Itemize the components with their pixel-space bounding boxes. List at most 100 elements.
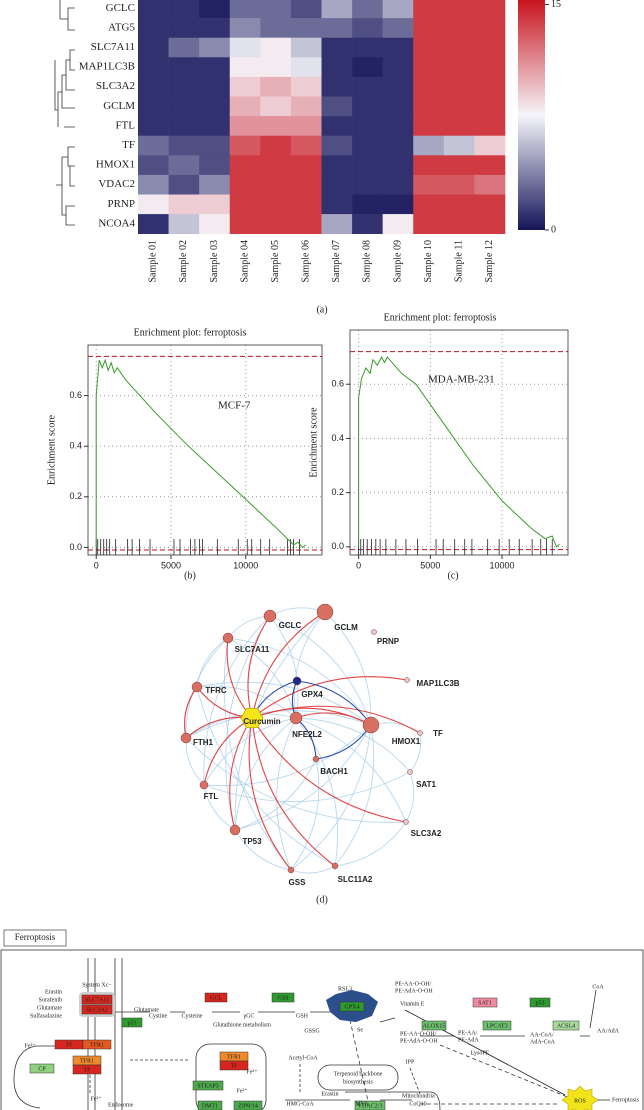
y-tick-label: 0.4 (331, 433, 344, 443)
heat-cell (229, 214, 261, 234)
plot-title: Enrichment plot: ferroptosis (384, 312, 497, 323)
heat-cell (260, 174, 292, 195)
column-label: Sample 08 (362, 240, 373, 283)
pathway-label: Ferroptosis (612, 1097, 640, 1103)
edge (234, 724, 372, 831)
node-label: PRNP (377, 637, 400, 646)
pathway-label: Endosome (108, 1102, 134, 1108)
heat-cell (260, 76, 292, 97)
column-label: Sample 02 (178, 240, 189, 283)
heat-cell (168, 37, 200, 58)
node-label: SLC11A2 (338, 875, 373, 884)
heat-cell (352, 76, 383, 97)
edge (234, 829, 292, 871)
edge (203, 724, 372, 787)
heat-cell (138, 155, 169, 176)
node (362, 716, 380, 734)
heat-cell (260, 0, 292, 19)
gene-label: TF (65, 1042, 73, 1048)
heat-cell (168, 96, 200, 117)
heat-cell (229, 116, 261, 136)
heat-cell (229, 76, 261, 97)
edge (234, 758, 317, 831)
edge (296, 680, 372, 726)
heat-cell (290, 96, 322, 117)
heat-cell (352, 194, 383, 215)
node-label: GCLC (279, 621, 302, 630)
pathway-label: biosynthesis (343, 1079, 373, 1085)
heat-cell (474, 37, 506, 58)
heat-cell (138, 135, 169, 156)
node (199, 780, 209, 790)
pathway-label: Cysteine (182, 1013, 203, 1019)
row-label: HMOX1 (96, 159, 135, 171)
heat-cell (138, 116, 169, 136)
x-tick-label: 0 (94, 560, 99, 570)
edge (276, 717, 297, 871)
node-label: Curcumin (243, 717, 280, 726)
pathway-label: Fe²⁺ (91, 1095, 102, 1102)
gene-label: CP (38, 1066, 46, 1072)
pathway-label: CoQ10 (409, 1101, 426, 1107)
heat-cell (474, 174, 506, 195)
node (191, 681, 203, 693)
pathway-label: MVA (355, 1101, 369, 1107)
ros-burst (561, 1085, 599, 1110)
heat-cell (321, 76, 353, 97)
heat-cell (229, 174, 261, 195)
plot-title: Enrichment plot: ferroptosis (134, 327, 247, 338)
gene-box (339, 1001, 365, 1012)
edge (251, 676, 408, 719)
heat-cell (382, 96, 414, 117)
y-tick-label: 0.6 (69, 390, 82, 400)
node (292, 676, 302, 686)
node (407, 769, 413, 775)
pathway-label: Erastin (322, 1091, 339, 1097)
heat-cell (443, 37, 475, 58)
node (312, 755, 320, 763)
heat-cell (138, 57, 169, 78)
heat-cell (413, 0, 445, 19)
heat-cell (138, 0, 169, 19)
gene-box (204, 992, 228, 1003)
pathway-label: System Xc− (82, 982, 112, 988)
heat-cell (138, 96, 169, 117)
node (180, 732, 192, 744)
gene-label: LPCAT3 (486, 1023, 507, 1029)
gene-label: GPX4 (344, 1004, 359, 1010)
x-tick-label: 5000 (420, 560, 440, 570)
node-label: NFE2L2 (292, 730, 322, 739)
column-label: Sample 10 (423, 240, 434, 283)
pathway-label: AA/AdA (597, 1028, 620, 1034)
row-label: SLC7A11 (91, 41, 135, 53)
gene-label: TF (83, 1067, 91, 1073)
edge (409, 732, 422, 773)
heat-cell (229, 57, 261, 78)
heat-cell (474, 0, 506, 19)
pathway-label: PE-AA-O-OH/ (400, 1031, 437, 1037)
heat-cell (168, 174, 200, 195)
heat-cell (321, 96, 353, 117)
pathway-label: PE-AdA-O-OH (395, 988, 433, 994)
node (240, 707, 264, 729)
panel-label: (d) (316, 894, 328, 905)
node-label: FTH1 (193, 738, 214, 747)
heat-cell (474, 96, 506, 117)
heat-cell (168, 155, 200, 176)
y-tick-label: 0.0 (331, 541, 344, 551)
heat-cell (290, 155, 322, 176)
node-label: HMOX1 (392, 737, 421, 746)
pathway-label: Sulfasalazine (30, 1012, 62, 1019)
edge (251, 705, 421, 734)
pathway-label: PE-AA-O-OH/ (395, 981, 432, 987)
heat-cell (168, 194, 200, 215)
colorbar (518, 0, 545, 230)
heat-cell (168, 135, 200, 156)
gene-label: p53 (128, 1020, 137, 1026)
heat-cell (260, 96, 292, 117)
heat-cell (352, 214, 383, 234)
heat-cell (352, 57, 383, 78)
heat-cell (199, 116, 231, 136)
edge (295, 717, 339, 867)
